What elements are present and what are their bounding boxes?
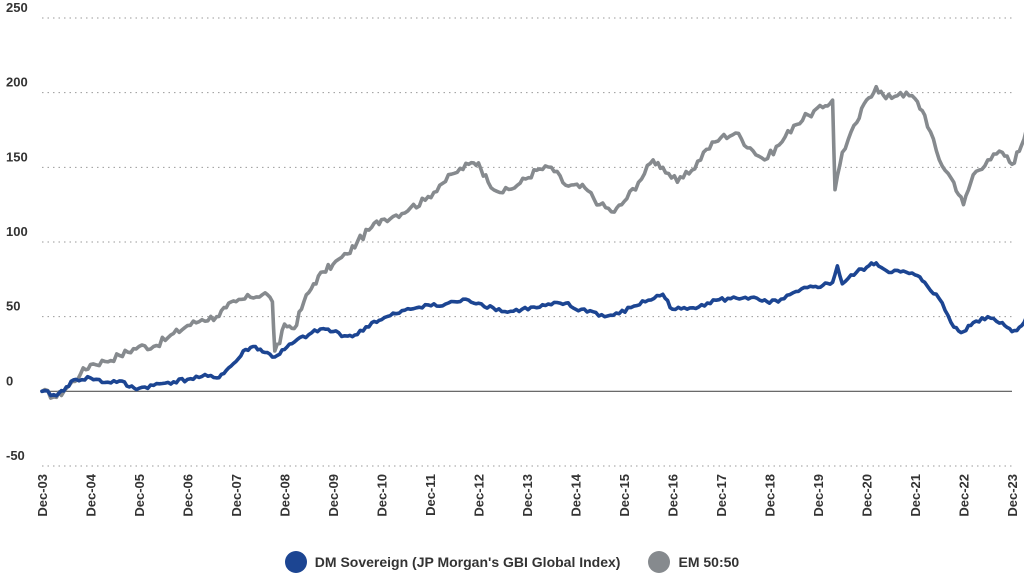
- x-tick-label: Dec-16: [666, 474, 681, 517]
- x-tick-label: Dec-06: [181, 474, 196, 517]
- x-tick-label: Dec-22: [957, 474, 972, 517]
- legend: DM Sovereign (JP Morgan's GBI Global Ind…: [0, 548, 1024, 576]
- series-line-em-5050: [40, 84, 1024, 400]
- grid-lines: [42, 17, 1012, 467]
- y-tick-label: 200: [6, 75, 28, 90]
- y-tick-label: 50: [6, 299, 20, 314]
- y-tick-label: 0: [6, 373, 13, 388]
- x-tick-label: Dec-07: [229, 474, 244, 517]
- x-tick-label: Dec-23: [1005, 474, 1020, 517]
- x-tick-label: Dec-11: [423, 474, 438, 516]
- series-line-dm-sovereign: [40, 261, 1024, 398]
- y-tick-label: -50: [6, 448, 25, 463]
- x-tick-label: Dec-14: [569, 473, 584, 516]
- legend-item-em-5050[interactable]: EM 50:50: [648, 551, 739, 573]
- legend-label-dm-sovereign: DM Sovereign (JP Morgan's GBI Global Ind…: [314, 554, 621, 570]
- y-tick-label: 250: [6, 0, 28, 15]
- x-tick-label: Dec-05: [132, 474, 147, 517]
- y-tick-label: 100: [6, 224, 28, 239]
- x-tick-label: Dec-04: [84, 473, 99, 516]
- series-lines: [40, 84, 1024, 400]
- x-tick-label: Dec-10: [375, 474, 390, 517]
- x-tick-label: Dec-18: [763, 474, 778, 517]
- x-axis: Dec-03 Dec-04 Dec-05 Dec-06 Dec-07 Dec-08 Dec-…: [35, 473, 1020, 516]
- x-tick-label: Dec-19: [811, 474, 826, 517]
- x-tick-label: Dec-21: [908, 474, 923, 517]
- legend-swatch-dm-sovereign: [284, 551, 307, 573]
- y-axis: -50 0 50 100 150 200 250: [6, 0, 28, 463]
- x-tick-label: Dec-12: [472, 474, 487, 517]
- x-tick-label: Dec-03: [35, 474, 50, 517]
- legend-swatch-em-5050: [648, 551, 671, 573]
- x-tick-label: Dec-13: [520, 474, 535, 517]
- legend-label-em-5050: EM 50:50: [678, 554, 740, 570]
- x-tick-label: Dec-15: [617, 474, 632, 517]
- x-tick-label: Dec-20: [860, 474, 875, 517]
- x-tick-label: Dec-08: [278, 474, 293, 517]
- x-tick-label: Dec-09: [326, 474, 341, 517]
- y-tick-label: 150: [6, 149, 28, 164]
- x-tick-label: Dec-17: [714, 474, 729, 517]
- legend-item-dm-sovereign[interactable]: DM Sovereign (JP Morgan's GBI Global Ind…: [284, 551, 621, 573]
